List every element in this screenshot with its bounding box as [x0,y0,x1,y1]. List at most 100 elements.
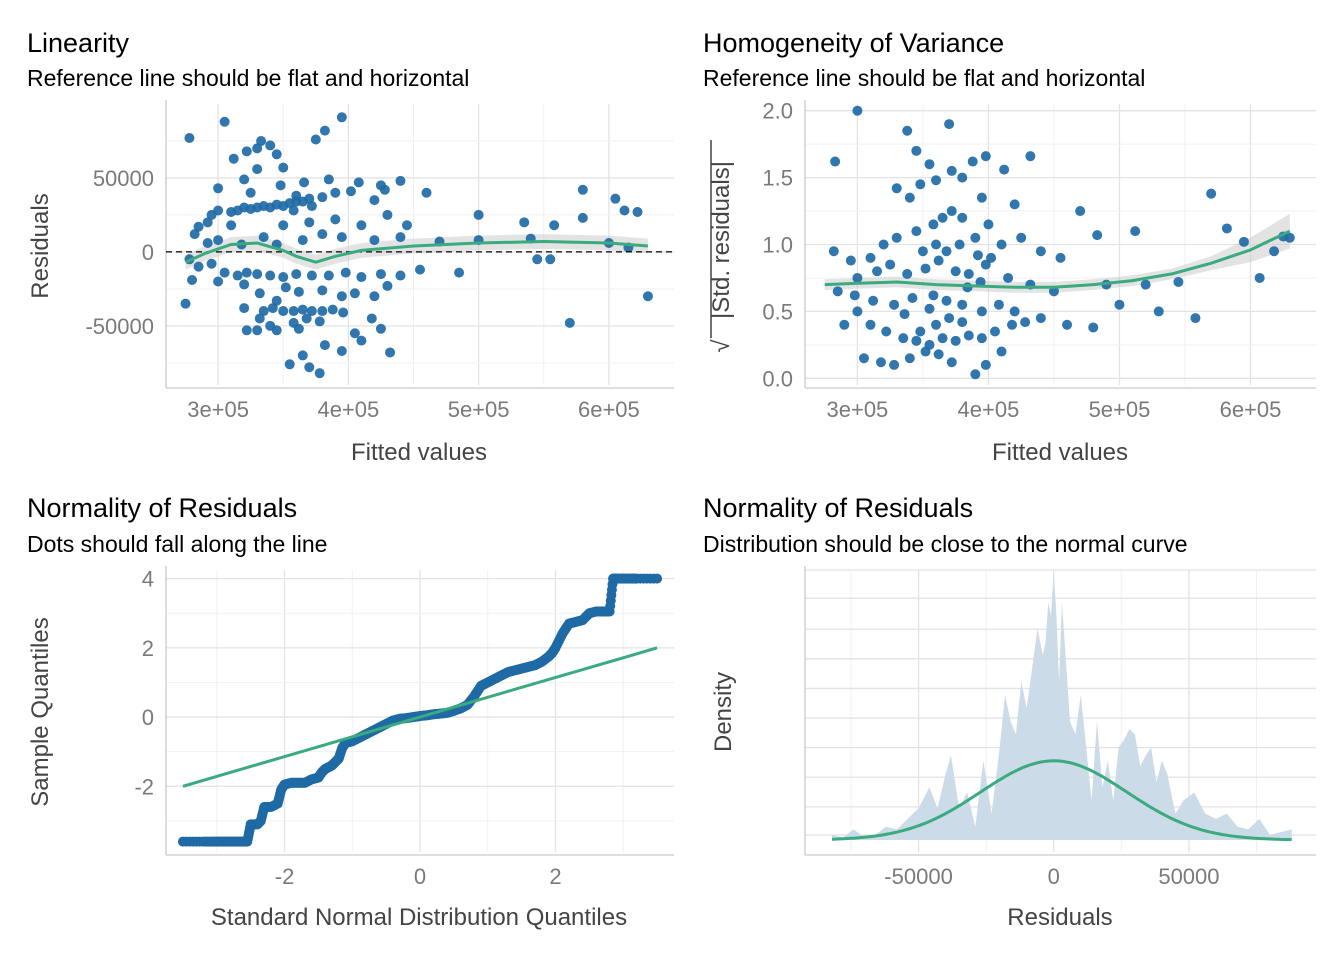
data-point [830,156,841,167]
data-point [980,359,991,370]
data-point [1130,226,1141,237]
data-point [898,333,909,344]
data-point [1016,232,1027,243]
panel-homogeneity: Homogeneity of Variance Reference line s… [703,28,1316,466]
data-point [911,335,922,346]
data-point [280,282,291,293]
data-point [911,226,922,237]
data-point [401,220,412,231]
data-point [946,165,957,176]
data-point [881,326,892,337]
data-point [345,186,356,197]
data-point [265,270,276,281]
x-tick-label: 50000 [1158,864,1219,889]
data-point [954,239,965,250]
data-point [915,326,926,337]
data-point [299,177,310,188]
data-point [1003,272,1014,283]
panel-title: Normality of Residuals [703,493,973,523]
data-point [306,306,317,317]
data-point [353,177,364,188]
data-point [382,209,393,220]
smooth-line [184,239,649,264]
data-point [957,317,968,328]
data-point [369,195,380,206]
panel-title: Normality of Residuals [27,493,297,523]
x-axis-label: Standard Normal Distribution Quantiles [211,904,627,931]
data-point [976,192,987,203]
data-point [993,299,1004,310]
data-point [1055,252,1066,263]
data-point [941,246,952,257]
data-point [950,335,961,346]
data-point [839,319,850,330]
y-tick-label: 50000 [93,166,154,191]
data-point [902,268,913,279]
data-point [976,333,987,344]
data-point [291,269,302,280]
data-point [314,316,325,327]
data-point [293,286,304,297]
data-point [891,183,902,194]
data-point [319,340,330,351]
data-point [976,306,987,317]
x-tick-label: 0 [414,864,426,889]
data-point [545,254,556,265]
y-tick-label: 0 [142,705,154,730]
data-point [395,232,406,243]
data-point [957,172,968,183]
data-point [972,250,983,261]
data-point [828,246,839,257]
data-point [306,201,317,212]
data-point [941,295,952,306]
y-axis-label: Sample Quantiles [27,617,54,806]
x-tick-label: 2 [549,864,561,889]
data-point [1025,151,1036,162]
x-tick-label: 4e+05 [317,397,379,422]
data-point [852,306,863,317]
data-point [875,357,886,368]
data-point [202,217,213,228]
x-tick-label: 3e+05 [187,397,249,422]
data-point [642,291,653,302]
x-tick-label: -50000 [884,864,953,889]
data-point [189,229,200,240]
y-axis-label-text: |Std. residuals| [708,161,735,319]
data-point [852,105,863,116]
panel-subtitle: Distribution should be close to the norm… [703,531,1188,557]
data-point [920,263,931,274]
x-axis-label: Residuals [1007,904,1112,931]
data-point [473,209,484,220]
data-point [564,317,575,328]
data-point [931,175,942,186]
data-point [284,359,295,370]
data-point [996,346,1007,357]
data-point [1140,279,1151,290]
data-point [275,180,286,191]
data-point [928,290,939,301]
data-point [415,264,425,275]
data-point [1254,272,1265,283]
data-point [375,269,386,280]
data-point [254,313,265,324]
data-point [931,239,942,250]
data-point [963,268,974,279]
data-point [1221,223,1232,234]
data-point [577,212,588,223]
data-point [980,151,991,162]
data-point [219,116,230,127]
data-point [265,140,276,151]
data-point [323,270,334,281]
data-point [180,298,191,309]
data-point [865,319,876,330]
data-point [288,205,299,216]
data-point [957,299,968,310]
data-point [944,119,955,130]
panel-subtitle: Reference line should be flat and horizo… [27,65,469,91]
data-point [1190,313,1201,324]
data-point [278,306,289,317]
data-point [1062,319,1073,330]
data-point [271,325,282,336]
y-axis-label: Residuals [27,193,54,298]
data-point [369,291,380,302]
